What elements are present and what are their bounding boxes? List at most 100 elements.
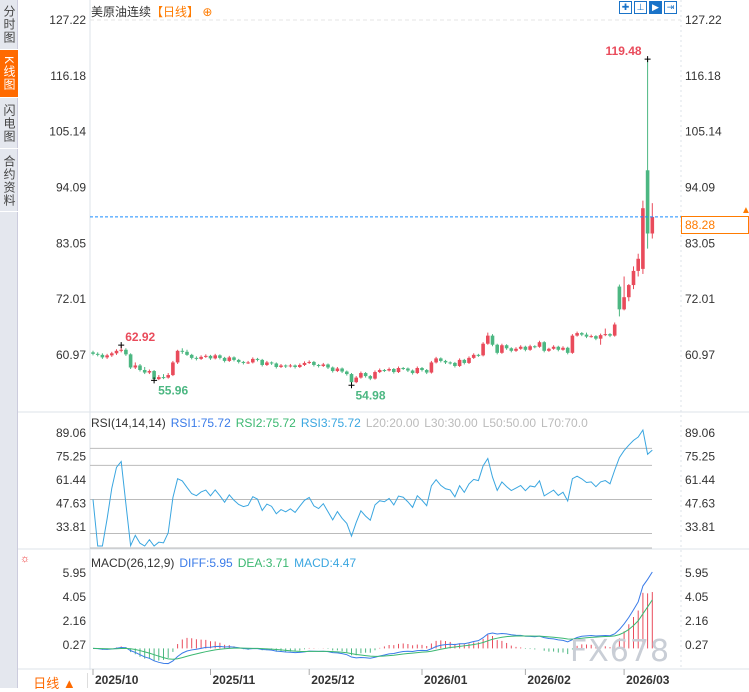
candle-body xyxy=(110,353,114,356)
candle-body xyxy=(645,170,650,234)
candle-body xyxy=(612,324,617,336)
macd-title: MACD(26,12,9) xyxy=(91,556,175,570)
low-marker-icon xyxy=(151,377,158,384)
candle-body xyxy=(152,371,156,380)
candle-body xyxy=(246,362,250,364)
sidebar: 分时图 K线图 闪电图 合约资料 xyxy=(0,0,18,688)
candle-body xyxy=(439,358,443,361)
rsi-line xyxy=(92,428,653,548)
candle-body xyxy=(453,362,457,366)
exit-right-icon[interactable]: ⇥ xyxy=(664,1,677,14)
candle-body xyxy=(349,374,354,383)
candle-body xyxy=(255,358,260,360)
price-tick-right: 83.05 xyxy=(685,236,715,250)
price-tick-right: 94.09 xyxy=(685,181,715,195)
play-axis-icon[interactable]: ▶ xyxy=(649,1,662,14)
candle-body xyxy=(241,361,246,363)
candle-body xyxy=(100,354,105,358)
candle-body xyxy=(359,373,363,378)
rsi2-value: RSI2:75.72 xyxy=(235,416,296,430)
rsi-tick-right: 75.25 xyxy=(685,449,715,463)
candle-body xyxy=(288,365,293,367)
candle-body xyxy=(345,371,349,375)
candle-body xyxy=(363,373,368,377)
rsi1-value: RSI1:75.72 xyxy=(170,416,231,430)
candle-body xyxy=(471,354,476,358)
candle-body xyxy=(622,297,626,310)
candle-body xyxy=(424,370,429,373)
price-tick-left: 116.18 xyxy=(50,69,86,83)
rsi-tick-left: 89.06 xyxy=(56,426,86,440)
tab-kline[interactable]: K线图 xyxy=(0,50,18,98)
macd-tick-right: 2.16 xyxy=(685,614,709,628)
candle-body xyxy=(523,346,528,350)
candle-body xyxy=(283,365,288,367)
period-label[interactable]: 【日线】 xyxy=(151,5,200,19)
candle-body xyxy=(406,368,410,371)
date-label: 2025/12 xyxy=(311,673,355,687)
candle-body xyxy=(175,350,180,363)
candle-body xyxy=(171,362,175,376)
rsi-tick-right: 33.81 xyxy=(685,520,715,534)
macd-tick-right: 5.95 xyxy=(685,566,709,580)
candle-body xyxy=(486,335,490,344)
candle-body xyxy=(490,335,495,345)
candle-body xyxy=(589,336,593,338)
candle-body xyxy=(302,362,307,365)
circle-plus-icon[interactable]: ⊕ xyxy=(199,5,213,19)
candle-body xyxy=(631,270,636,286)
period-selector[interactable]: 日线 ▲ xyxy=(22,673,88,691)
candle-body xyxy=(227,357,232,361)
candle-body xyxy=(377,370,382,373)
candle-body xyxy=(495,344,499,353)
tab-timeshare[interactable]: 分时图 xyxy=(0,0,18,50)
candle-body xyxy=(180,350,185,352)
macd-value: MACD:4.47 xyxy=(294,556,357,570)
candle-body xyxy=(608,334,612,336)
candle-body xyxy=(434,358,438,363)
candle-body xyxy=(124,349,128,355)
crosshair-icon[interactable]: ✚ xyxy=(619,1,632,14)
candle-body xyxy=(274,363,279,367)
candle-body xyxy=(265,362,269,365)
candle-body xyxy=(415,367,420,374)
candle-body xyxy=(382,370,387,372)
candle-body xyxy=(533,346,537,348)
candle-body xyxy=(387,369,391,371)
price-tick-right: 105.14 xyxy=(685,125,722,139)
candle-body xyxy=(514,348,518,351)
candle-body xyxy=(551,346,556,349)
candle-body xyxy=(354,377,358,383)
candle-body xyxy=(504,345,509,349)
instrument-name: 美原油连续 xyxy=(91,5,152,19)
price-tick-right: 60.97 xyxy=(685,348,715,362)
candle-body xyxy=(293,365,297,367)
price-tick-right: 72.01 xyxy=(685,292,715,306)
l20-value: L20:20.00 xyxy=(365,416,420,430)
candle-body xyxy=(457,359,462,366)
high-label: 119.48 xyxy=(606,44,642,58)
rsi-tick-left: 61.44 xyxy=(56,473,86,487)
tab-contract-info[interactable]: 合约资料 xyxy=(0,150,18,212)
low-label: 54.98 xyxy=(356,388,386,402)
chart-toolbar: ✚ ⊥ ▶ ⇥ xyxy=(619,1,677,14)
rsi-header: RSI(14,14,14) RSI1:75.72 RSI2:75.72 RSI3:75… xyxy=(91,416,593,430)
high-label: 62.92 xyxy=(125,330,155,344)
rsi-tick-left: 33.81 xyxy=(56,520,86,534)
tab-flash[interactable]: 闪电图 xyxy=(0,99,18,149)
candle-body xyxy=(166,375,170,378)
candle-body xyxy=(481,343,485,356)
range-icon[interactable]: ⊥ xyxy=(634,1,647,14)
candle-body xyxy=(213,355,217,359)
candle-body xyxy=(368,376,373,379)
l50-value: L50:50.00 xyxy=(482,416,537,430)
candle-body xyxy=(279,365,283,367)
candle-body xyxy=(392,369,396,373)
candle-body xyxy=(401,367,405,369)
candle-body xyxy=(373,372,377,379)
candle-body xyxy=(594,336,598,339)
macd-tick-right: 4.05 xyxy=(685,590,709,604)
settings-sun-icon[interactable]: ☼ xyxy=(20,553,31,565)
price-tick-right: 127.22 xyxy=(685,13,722,27)
